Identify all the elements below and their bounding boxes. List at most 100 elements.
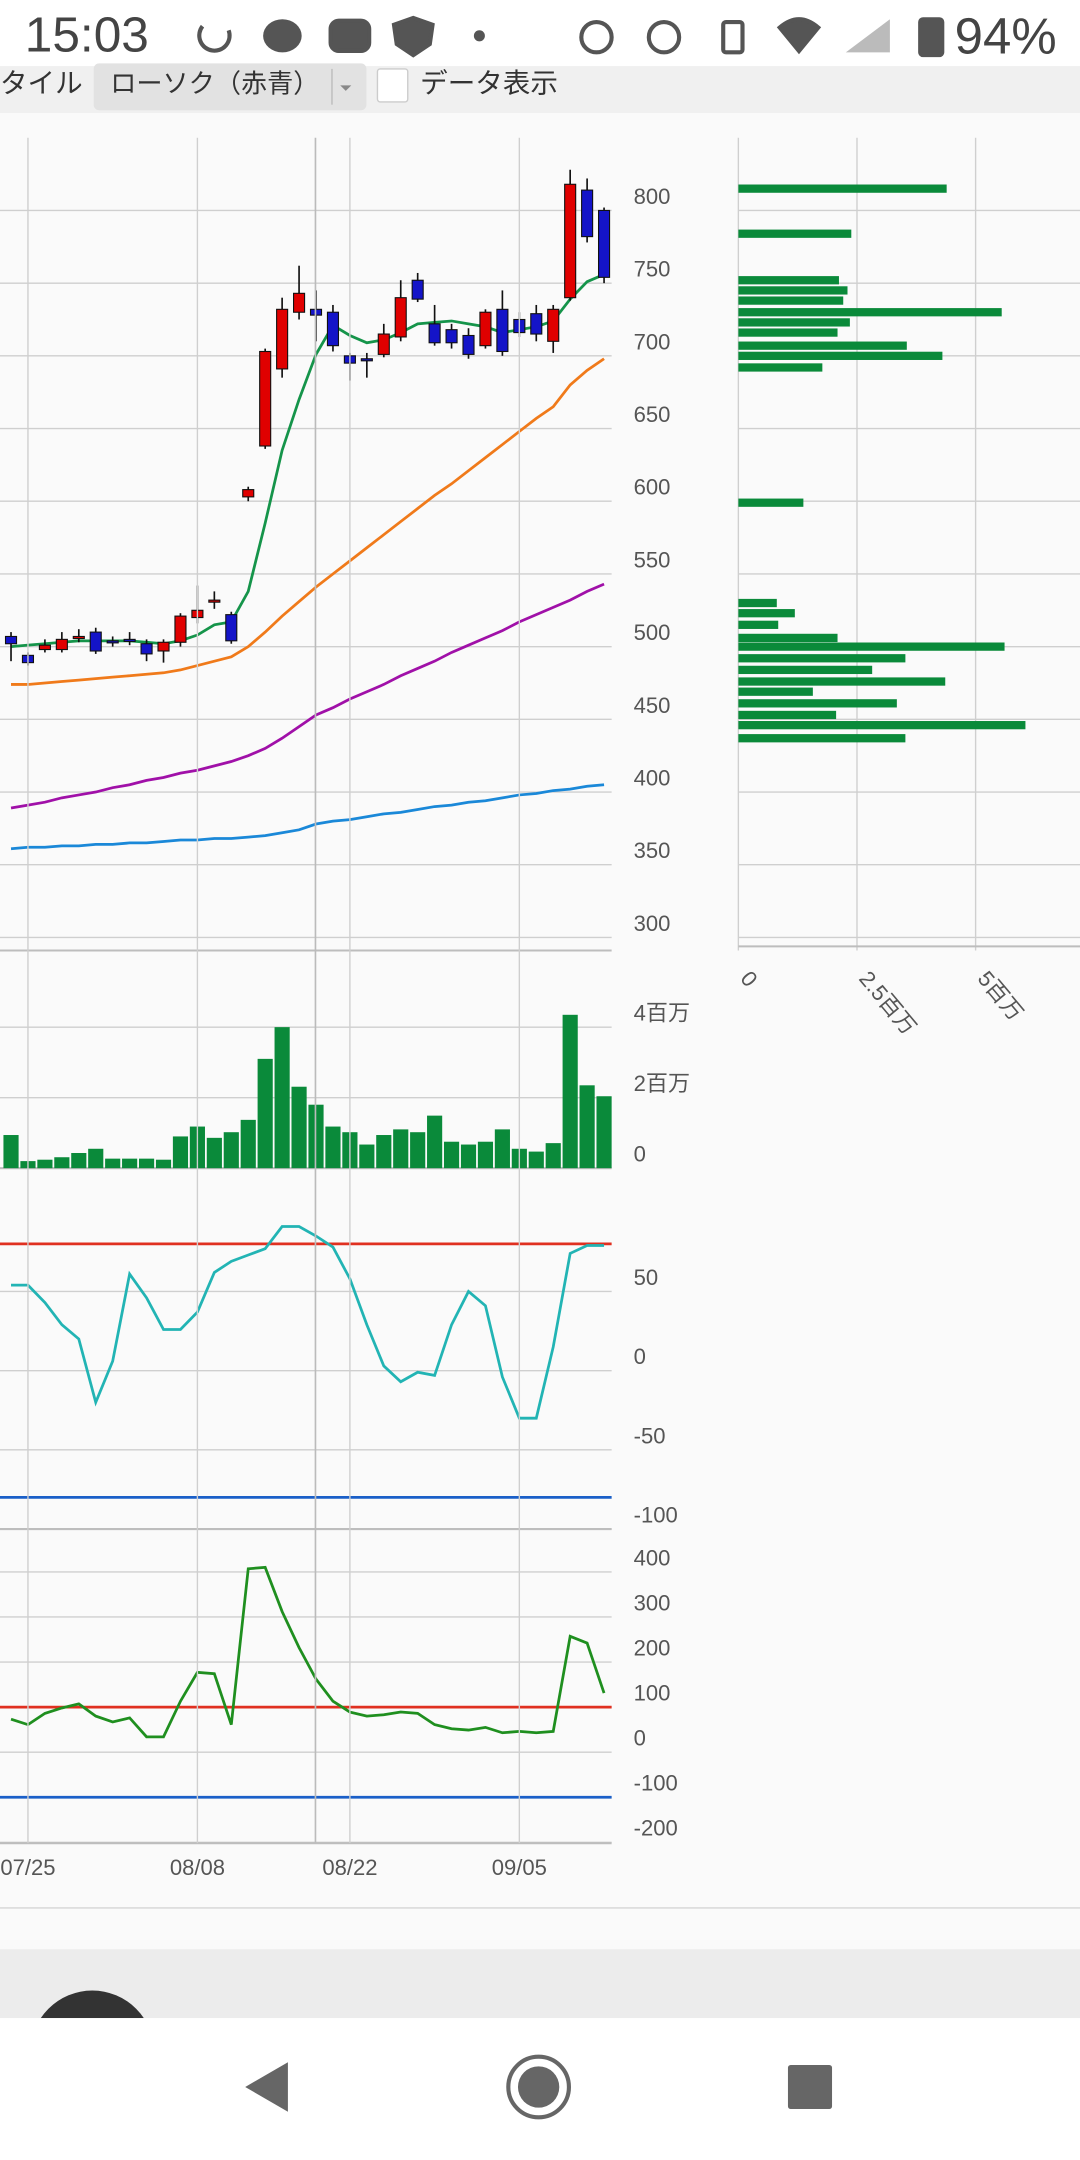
candle-body: [89, 631, 102, 652]
volume-bar: [443, 1141, 460, 1169]
volume-bar: [3, 1135, 19, 1169]
vibrate-icon: [721, 19, 745, 55]
x-tick-label: 07/25: [0, 1855, 55, 1880]
volume-bar: [579, 1085, 595, 1169]
signal-icon: [845, 19, 890, 53]
data-checkbox-label: データ表示: [420, 68, 558, 99]
moving-average: [10, 582, 605, 810]
style-select[interactable]: [93, 63, 367, 111]
volume-bar: [477, 1141, 494, 1169]
select-arrow: [340, 85, 352, 91]
volume-bar: [37, 1159, 53, 1169]
profile-x-label: 0: [736, 966, 763, 991]
nav-home[interactable]: [506, 2054, 571, 2120]
volume-bar: [122, 1158, 138, 1169]
candle-body: [581, 189, 594, 238]
clock: 15:03: [25, 7, 149, 63]
candle-body: [479, 311, 492, 347]
style-label: タイル: [0, 68, 83, 99]
y-tick-label: 450: [634, 693, 671, 718]
profile-bar: [738, 351, 943, 360]
data-checkbox[interactable]: [376, 68, 409, 103]
profile-bar: [738, 363, 823, 372]
profile-bar: [738, 665, 873, 675]
y-tick-label: 100: [634, 1681, 671, 1706]
candle-body: [208, 599, 221, 603]
candle-body: [276, 308, 289, 370]
y-tick-label: 50: [634, 1265, 659, 1290]
volume-bar: [274, 1027, 290, 1169]
volume-bar: [257, 1058, 273, 1169]
x-tick-label: 08/22: [322, 1855, 377, 1880]
y-tick-label: -50: [634, 1423, 666, 1448]
volume-bar: [172, 1136, 189, 1169]
status-icons: [197, 15, 945, 58]
shield-icon: [391, 15, 435, 58]
volume-bar: [155, 1159, 172, 1169]
nav-back[interactable]: [245, 2062, 288, 2112]
fab-button[interactable]: [30, 1990, 154, 2115]
nav-home-dot: [517, 2066, 560, 2108]
sync-icon: [197, 24, 232, 53]
volume-bar: [359, 1144, 375, 1169]
candle-body: [462, 334, 475, 355]
style-select-value: ローソク（赤青）: [110, 68, 319, 98]
nav-recents[interactable]: [787, 2064, 833, 2110]
x-tick-label: 08/08: [170, 1855, 225, 1880]
y-tick-label: -100: [634, 1771, 678, 1796]
profile-bar: [738, 318, 850, 327]
volume-bar: [325, 1126, 341, 1169]
profile-bar: [738, 498, 804, 507]
candle-body: [157, 641, 170, 652]
candle-body: [55, 638, 68, 651]
candle-body: [259, 350, 272, 447]
volume-bar: [71, 1153, 87, 1169]
profile-bar: [738, 620, 779, 629]
battery-level: 94%: [955, 7, 1057, 64]
profile-bar: [738, 308, 1002, 317]
candle-body: [530, 313, 543, 335]
y-tick-label: 350: [634, 838, 671, 863]
y-tick-label: -200: [634, 1816, 678, 1841]
volume-bar: [427, 1115, 443, 1169]
candle-body: [394, 297, 407, 338]
battery-icon: [918, 17, 945, 58]
candle-body: [377, 333, 390, 355]
volume-bar: [494, 1129, 510, 1169]
youtube-icon: [328, 18, 372, 54]
candle-body: [293, 292, 306, 313]
y-tick-label: 400: [634, 1545, 671, 1570]
status-bar: [0, 0, 1080, 67]
candle-body: [360, 358, 373, 362]
y-tick-label: 500: [634, 620, 671, 645]
wifi-icon: [776, 17, 822, 55]
line-icon: [263, 19, 302, 53]
y-tick-label: 2百万: [634, 1071, 690, 1096]
volume-bar: [138, 1158, 155, 1169]
y-tick-label: 0: [634, 1142, 646, 1167]
candle-body: [445, 329, 458, 344]
candle-body: [72, 635, 85, 640]
candle-body: [4, 635, 18, 645]
volume-bar: [223, 1132, 239, 1169]
volume-bar: [460, 1144, 477, 1169]
profile-bar: [738, 229, 852, 238]
y-tick-label: 550: [634, 547, 671, 572]
profile-bar: [738, 296, 844, 305]
candle-body: [225, 614, 238, 642]
volume-bar: [54, 1157, 70, 1169]
candle-body: [38, 644, 51, 651]
indicator-line: [11, 1225, 605, 1420]
profile-bar: [738, 734, 906, 743]
y-tick-label: 800: [634, 184, 671, 209]
volume-bar: [240, 1119, 256, 1169]
data-saver-icon: [646, 19, 682, 55]
volume-bar: [105, 1158, 121, 1169]
volume-bar: [410, 1132, 426, 1169]
x-tick-label: 09/05: [492, 1855, 547, 1880]
y-tick-label: 650: [634, 402, 671, 427]
candle-body: [174, 615, 187, 643]
candle-body: [123, 638, 136, 642]
footer-band: [0, 1949, 1080, 2019]
